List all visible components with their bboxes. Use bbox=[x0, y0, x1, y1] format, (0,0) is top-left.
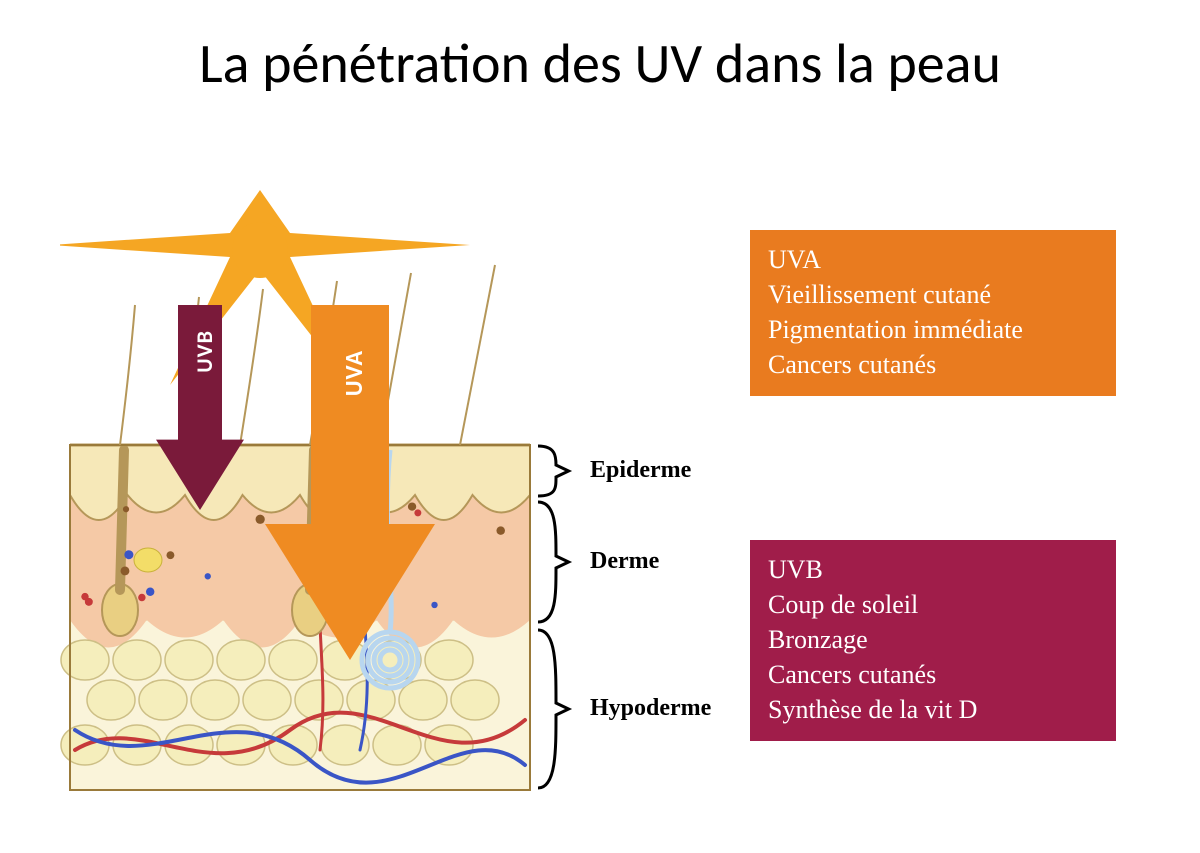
uvb-legend-line: Cancers cutanés bbox=[768, 657, 1098, 692]
skin-cross-section bbox=[61, 445, 530, 790]
uva-legend-heading: UVA bbox=[768, 242, 1098, 277]
uva-legend-line: Pigmentation immédiate bbox=[768, 312, 1098, 347]
slide: La pénétration des UV dans la peau bbox=[0, 0, 1200, 853]
layer-label-hypoderme: Hypoderme bbox=[590, 695, 711, 722]
diagram-svg bbox=[60, 190, 700, 840]
skin-diagram: UVB UVA Epiderme Derme Hypoderme bbox=[60, 190, 700, 820]
uvb-legend-line: Coup de soleil bbox=[768, 587, 1098, 622]
uvb-legend-line: Bronzage bbox=[768, 622, 1098, 657]
uvb-legend-heading: UVB bbox=[768, 552, 1098, 587]
layer-label-epiderme: Epiderme bbox=[590, 457, 691, 484]
uvb-legend-line: Synthèse de la vit D bbox=[768, 692, 1098, 727]
uvb-legend-box: UVB Coup de soleil Bronzage Cancers cuta… bbox=[750, 540, 1116, 741]
uva-legend-line: Vieillissement cutané bbox=[768, 277, 1098, 312]
layer-label-derme: Derme bbox=[590, 548, 659, 575]
hairs bbox=[120, 265, 495, 445]
layer-braces bbox=[538, 446, 569, 788]
page-title: La pénétration des UV dans la peau bbox=[0, 30, 1200, 98]
uva-legend-line: Cancers cutanés bbox=[768, 347, 1098, 382]
uvb-arrow-label: UVB bbox=[191, 330, 218, 373]
uva-arrow-label: UVA bbox=[340, 350, 369, 396]
uva-legend-box: UVA Vieillissement cutané Pigmentation i… bbox=[750, 230, 1116, 396]
